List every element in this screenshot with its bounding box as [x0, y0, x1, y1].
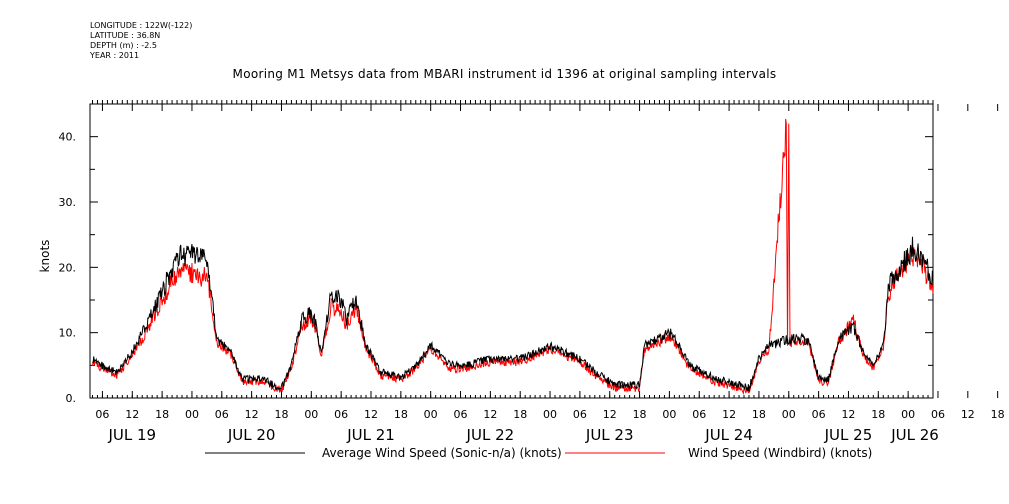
- y-tick-label: 10.: [59, 327, 77, 340]
- x-hour-label: 06: [334, 408, 348, 421]
- x-hour-label: 18: [513, 408, 527, 421]
- longitude-label: LONGITUDE : 122W(-122): [90, 21, 193, 30]
- x-hour-label: 18: [991, 408, 1005, 421]
- x-hour-label: 00: [185, 408, 199, 421]
- legend-series-red: Wind Speed (Windbird) (knots): [688, 446, 873, 460]
- x-hour-label: 12: [961, 408, 975, 421]
- x-axis-ticks: 06 12 18 00 06 12 18 00 06 12 18 00 06 12 18 00 06 12 18 00…: [95, 104, 1005, 444]
- x-hour-label: 00: [662, 408, 676, 421]
- x-hour-label: 12: [722, 408, 736, 421]
- series-line: [91, 118, 934, 395]
- legend-swatch-black: [205, 452, 305, 454]
- x-hour-label: 12: [483, 408, 497, 421]
- top-minor-ticks: [91, 100, 934, 398]
- x-hour-label: 06: [95, 408, 109, 421]
- y-axis-label: knots: [38, 240, 52, 273]
- series-line: [92, 236, 934, 392]
- chart-title: Mooring M1 Metsys data from MBARI instru…: [232, 67, 777, 81]
- x-hour-label: 00: [304, 408, 318, 421]
- x-day-label: JUL 24: [704, 426, 753, 444]
- y-tick-label: 40.: [59, 131, 77, 144]
- legend-swatch-red: [565, 452, 665, 454]
- x-hour-label: 00: [901, 408, 915, 421]
- x-day-label: JUL 22: [466, 426, 515, 444]
- x-day-label: JUL 20: [227, 426, 276, 444]
- x-day-label: JUL 21: [346, 426, 395, 444]
- x-hour-label: 12: [603, 408, 617, 421]
- x-hour-label: 18: [633, 408, 647, 421]
- x-hour-label: 12: [364, 408, 378, 421]
- x-hour-label: 12: [245, 408, 259, 421]
- x-hour-label: 00: [424, 408, 438, 421]
- x-hour-label: 06: [215, 408, 229, 421]
- latitude-label: LATITUDE : 36.8N: [90, 31, 161, 40]
- plot-frame: [89, 103, 934, 399]
- y-tick-label: 20.: [59, 261, 77, 274]
- x-hour-label: 18: [752, 408, 766, 421]
- x-hour-label: 00: [543, 408, 557, 421]
- x-day-label: JUL 26: [890, 426, 939, 444]
- x-hour-label: 06: [931, 408, 945, 421]
- x-hour-label: 12: [841, 408, 855, 421]
- x-hour-label: 18: [274, 408, 288, 421]
- x-hour-label: 12: [125, 408, 139, 421]
- series-layer: [91, 118, 934, 395]
- y-tick-label: 30.: [59, 196, 77, 209]
- x-hour-label: 18: [155, 408, 169, 421]
- x-hour-label: 06: [573, 408, 587, 421]
- legend-series-black: Average Wind Speed (Sonic-n/a) (knots): [322, 446, 562, 460]
- x-day-label: JUL 25: [824, 426, 873, 444]
- metadata-block: LONGITUDE : 122W(-122) LATITUDE : 36.8N …: [90, 21, 192, 61]
- x-hour-label: 06: [692, 408, 706, 421]
- x-day-label: JUL 19: [107, 426, 156, 444]
- x-hour-label: 06: [454, 408, 468, 421]
- x-hour-label: 18: [394, 408, 408, 421]
- x-day-label: JUL 23: [585, 426, 634, 444]
- x-hour-label: 18: [871, 408, 885, 421]
- x-hour-label: 00: [782, 408, 796, 421]
- depth-label: DEPTH (m) : -2.5: [90, 41, 157, 50]
- year-label: YEAR : 2011: [90, 51, 140, 60]
- y-axis-ticks: 0. 10. 20. 30. 40.: [59, 103, 933, 405]
- y-tick-label: 0.: [66, 392, 77, 405]
- x-hour-label: 06: [812, 408, 826, 421]
